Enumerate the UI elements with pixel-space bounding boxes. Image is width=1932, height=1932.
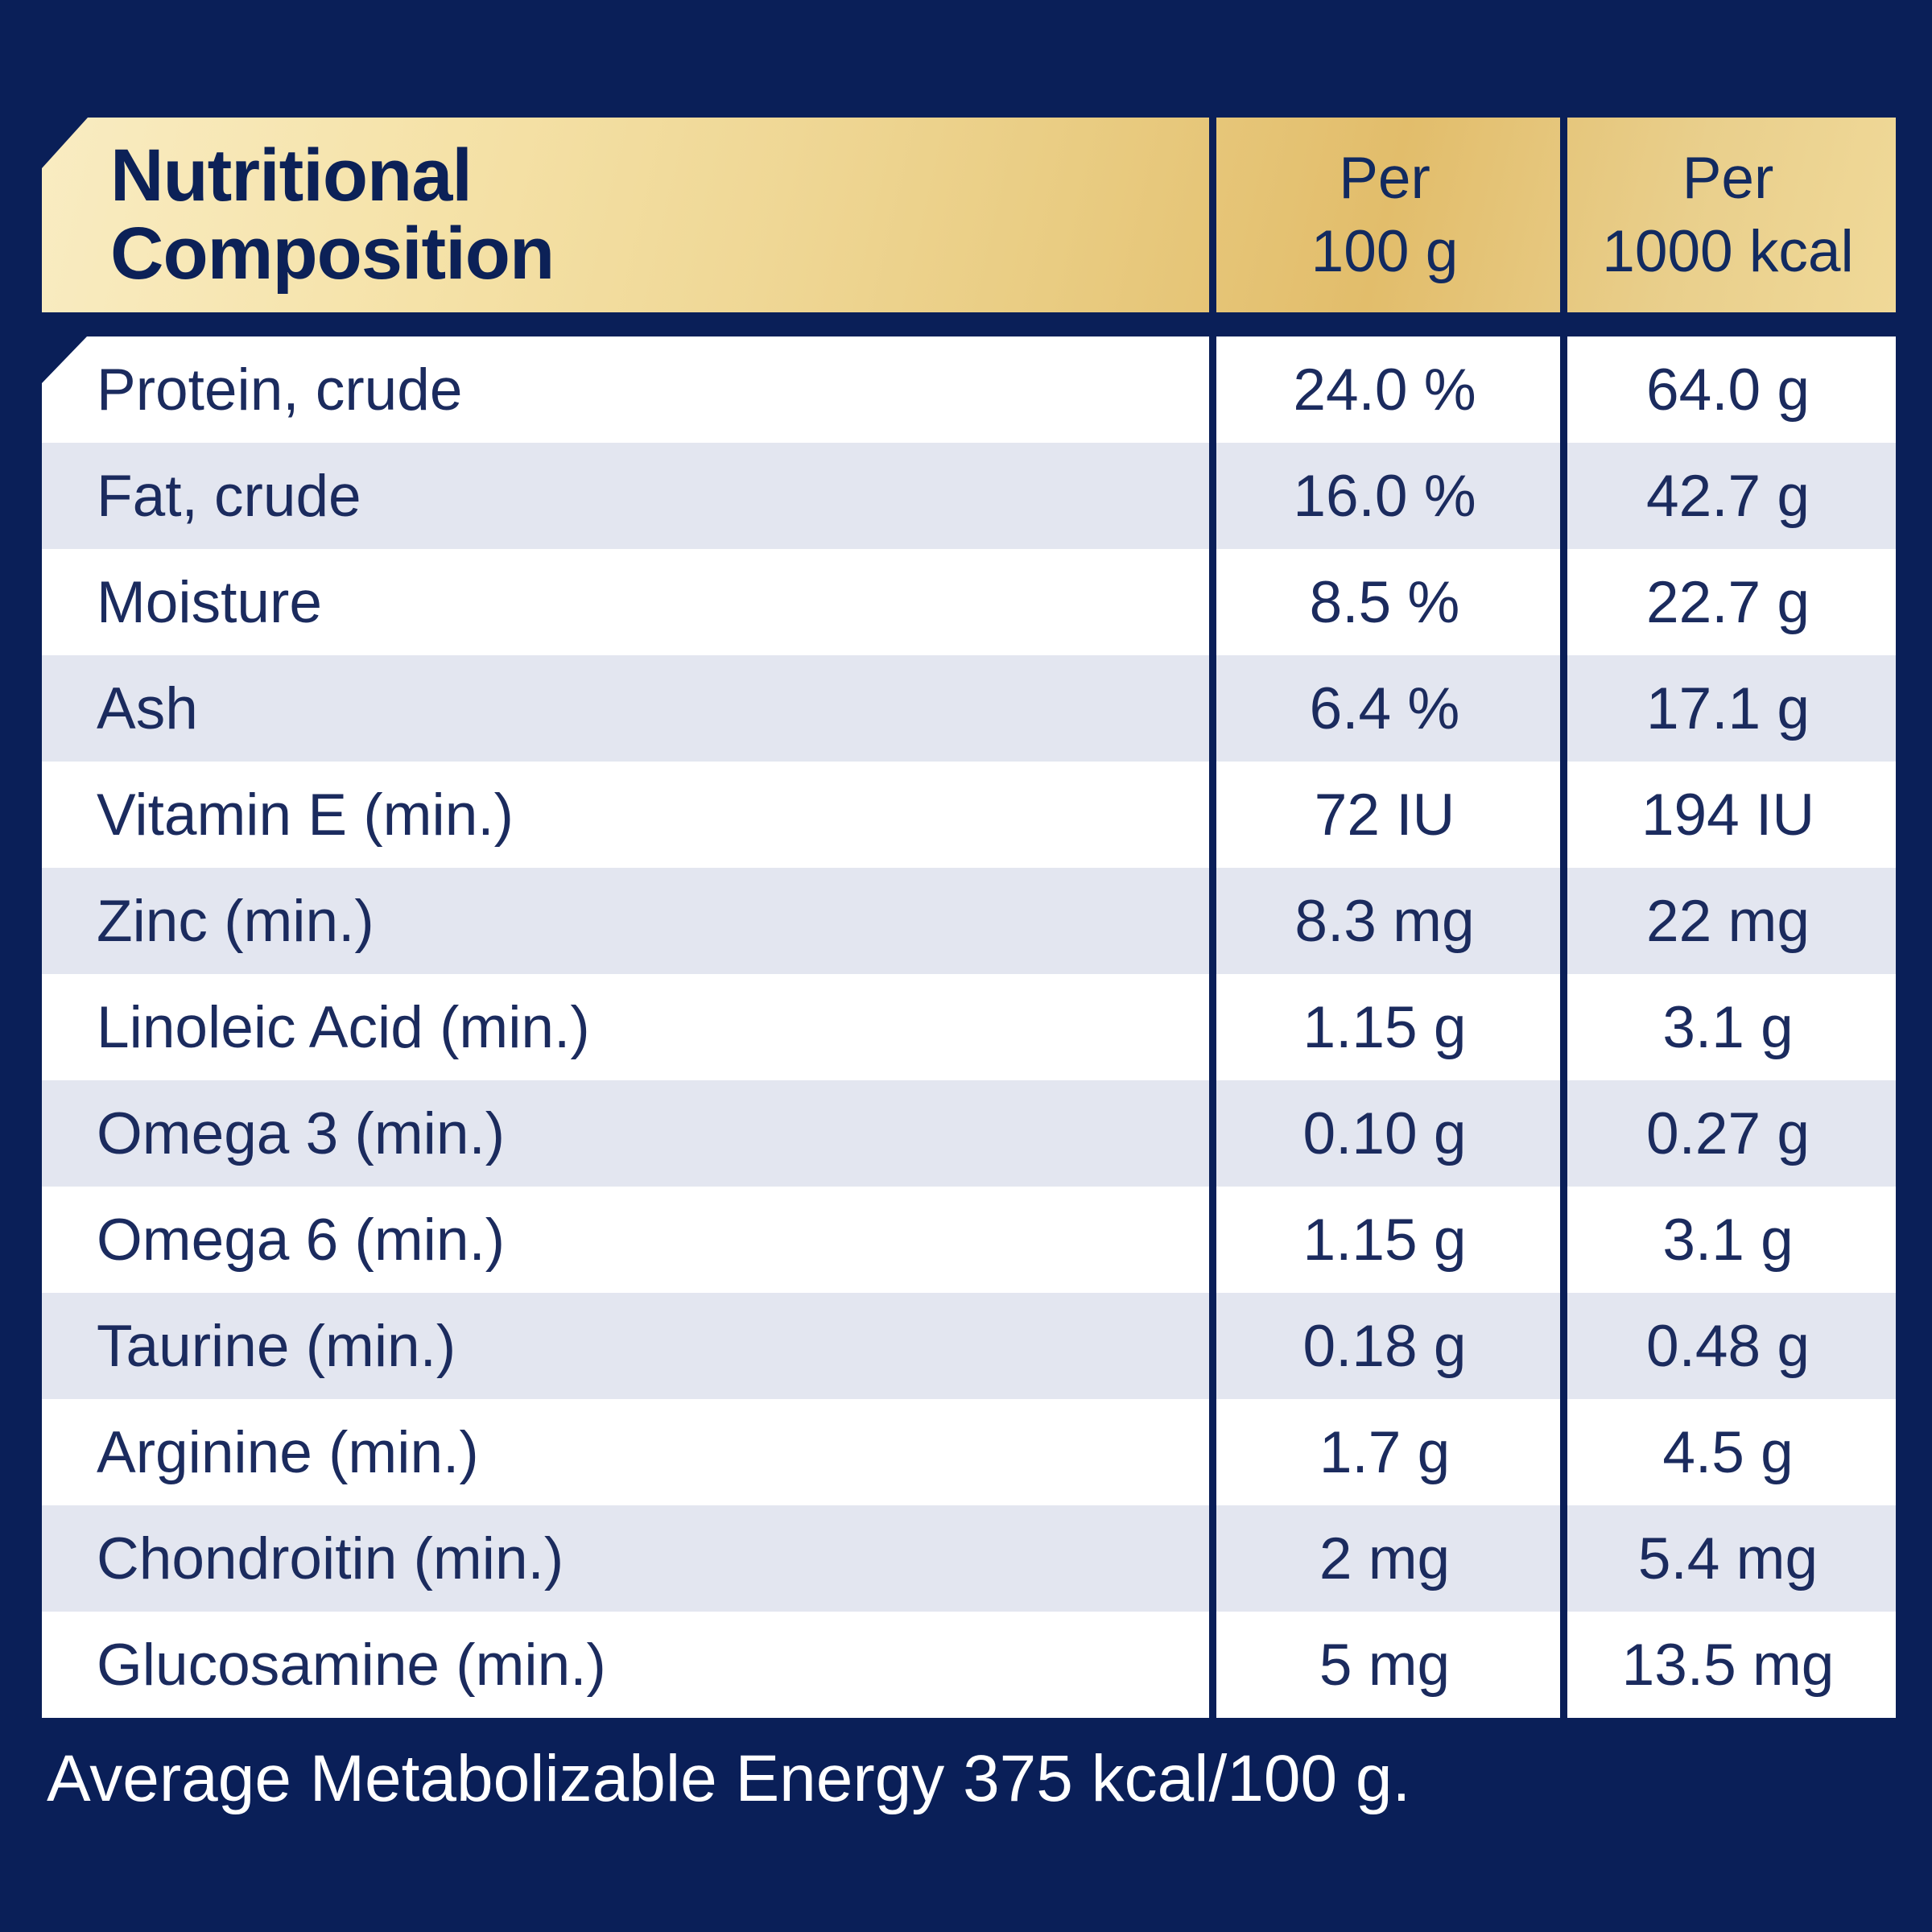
row-label: Zinc (min.) [42, 868, 1209, 974]
table-header: Nutritional Composition Per 100 g Per 10… [42, 118, 1896, 312]
table-row: Protein, crude 24.0 % 64.0 g [42, 336, 1896, 443]
row-label: Chondroitin (min.) [42, 1505, 1209, 1612]
row-value-per-1000kcal: 3.1 g [1560, 974, 1896, 1080]
row-value-per-100g: 0.10 g [1209, 1080, 1560, 1187]
column-header-per-1000kcal: Per 1000 kcal [1602, 146, 1854, 284]
row-value-per-100g: 0.18 g [1209, 1293, 1560, 1399]
row-value-per-100g: 5 mg [1209, 1612, 1560, 1718]
row-value-per-1000kcal: 3.1 g [1560, 1187, 1896, 1293]
row-value-per-100g: 8.5 % [1209, 549, 1560, 655]
table-row: Omega 6 (min.) 1.15 g 3.1 g [42, 1187, 1896, 1293]
row-value-per-1000kcal: 22 mg [1560, 868, 1896, 974]
table-row: Linoleic Acid (min.) 1.15 g 3.1 g [42, 974, 1896, 1080]
row-value-per-1000kcal: 42.7 g [1560, 443, 1896, 549]
table-row: Omega 3 (min.) 0.10 g 0.27 g [42, 1080, 1896, 1187]
row-label: Moisture [42, 549, 1209, 655]
row-value-per-100g: 24.0 % [1209, 336, 1560, 443]
column-header-per-100g: Per 100 g [1311, 146, 1459, 284]
table-row: Zinc (min.) 8.3 mg 22 mg [42, 868, 1896, 974]
table-row: Glucosamine (min.) 5 mg 13.5 mg [42, 1612, 1896, 1718]
row-label: Fat, crude [42, 443, 1209, 549]
table-body: Protein, crude 24.0 % 64.0 g Fat, crude 16.0… [42, 336, 1896, 1718]
column-divider-2 [1560, 118, 1567, 1718]
table-row: Ash 6.4 % 17.1 g [42, 655, 1896, 762]
column-divider-1 [1209, 118, 1216, 1718]
row-value-per-1000kcal: 64.0 g [1560, 336, 1896, 443]
row-value-per-100g: 8.3 mg [1209, 868, 1560, 974]
table-row: Moisture 8.5 % 22.7 g [42, 549, 1896, 655]
row-value-per-100g: 2 mg [1209, 1505, 1560, 1612]
row-value-per-1000kcal: 4.5 g [1560, 1399, 1896, 1505]
row-value-per-1000kcal: 0.27 g [1560, 1080, 1896, 1187]
table-row: Vitamin E (min.) 72 IU 194 IU [42, 762, 1896, 868]
row-value-per-1000kcal: 0.48 g [1560, 1293, 1896, 1399]
row-value-per-1000kcal: 17.1 g [1560, 655, 1896, 762]
row-label: Taurine (min.) [42, 1293, 1209, 1399]
row-value-per-1000kcal: 13.5 mg [1560, 1612, 1896, 1718]
row-label: Arginine (min.) [42, 1399, 1209, 1505]
row-value-per-100g: 72 IU [1209, 762, 1560, 868]
row-label: Protein, crude [42, 336, 1209, 443]
row-value-per-100g: 6.4 % [1209, 655, 1560, 762]
header-gap [42, 312, 1896, 336]
row-value-per-1000kcal: 194 IU [1560, 762, 1896, 868]
row-label: Vitamin E (min.) [42, 762, 1209, 868]
table-row: Taurine (min.) 0.18 g 0.48 g [42, 1293, 1896, 1399]
row-label: Glucosamine (min.) [42, 1612, 1209, 1718]
row-value-per-1000kcal: 5.4 mg [1560, 1505, 1896, 1612]
row-value-per-100g: 1.15 g [1209, 1187, 1560, 1293]
table-row: Arginine (min.) 1.7 g 4.5 g [42, 1399, 1896, 1505]
nutritional-composition-table: Nutritional Composition Per 100 g Per 10… [42, 118, 1896, 1718]
header-title-cell: Nutritional Composition [42, 137, 1209, 293]
row-value-per-1000kcal: 22.7 g [1560, 549, 1896, 655]
row-value-per-100g: 1.15 g [1209, 974, 1560, 1080]
row-label: Linoleic Acid (min.) [42, 974, 1209, 1080]
row-label: Omega 6 (min.) [42, 1187, 1209, 1293]
table-row: Fat, crude 16.0 % 42.7 g [42, 443, 1896, 549]
row-label: Ash [42, 655, 1209, 762]
row-value-per-100g: 1.7 g [1209, 1399, 1560, 1505]
row-label: Omega 3 (min.) [42, 1080, 1209, 1187]
table-title: Nutritional Composition [110, 134, 555, 295]
row-value-per-100g: 16.0 % [1209, 443, 1560, 549]
table-row: Chondroitin (min.) 2 mg 5.4 mg [42, 1505, 1896, 1612]
metabolizable-energy-note: Average Metabolizable Energy 375 kcal/10… [47, 1742, 1411, 1815]
